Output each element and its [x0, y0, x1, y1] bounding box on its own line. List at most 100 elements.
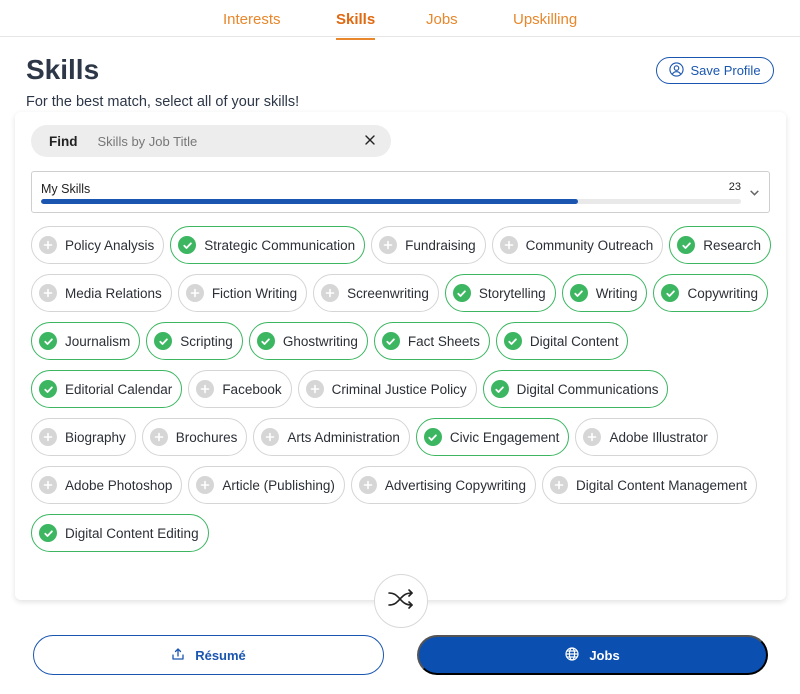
close-icon[interactable]: [363, 133, 377, 152]
my-skills-progress: [41, 199, 741, 204]
skill-chip[interactable]: Strategic Communication: [170, 226, 366, 264]
skill-chip-label: Brochures: [175, 429, 238, 445]
check-circle-icon: [39, 524, 57, 542]
skill-chip-label: Digital Content Editing: [65, 525, 199, 541]
jobs-label: Jobs: [589, 647, 620, 663]
skill-row: Digital Content Editing: [31, 514, 771, 552]
page-title: Skills: [26, 54, 100, 85]
check-circle-icon: [452, 284, 471, 302]
plus-circle-icon: [499, 236, 518, 254]
plus-circle-icon: [39, 284, 57, 302]
skill-chip[interactable]: Adobe Photoshop: [31, 466, 183, 504]
my-skills-count: 23: [728, 181, 741, 193]
plus-circle-icon: [305, 380, 324, 398]
skill-chip[interactable]: Adobe Illustrator: [575, 418, 718, 456]
skill-chip[interactable]: Advertising Copywriting: [350, 466, 536, 504]
skill-chip-label: Screenwriting: [347, 285, 429, 301]
skill-chip[interactable]: Digital Content Editing: [31, 514, 209, 552]
skill-chip-label: Fact Sheets: [407, 333, 480, 349]
skill-chip[interactable]: Digital Content: [495, 322, 629, 360]
plus-circle-icon: [321, 284, 340, 302]
skill-chip-label: Article (Publishing): [222, 477, 335, 493]
skill-chip[interactable]: Criminal Justice Policy: [297, 370, 477, 408]
upload-icon: [171, 647, 185, 664]
plus-circle-icon: [583, 428, 602, 446]
plus-circle-icon: [185, 284, 204, 302]
skill-chip-label: Arts Administration: [287, 429, 400, 445]
skill-row: Biography Brochures Arts Administration Civ…: [31, 418, 771, 456]
chevron-down-icon[interactable]: [748, 186, 761, 204]
globe-icon: [565, 646, 579, 664]
skill-chip[interactable]: Storytelling: [444, 274, 556, 312]
plus-circle-icon: [549, 476, 568, 494]
check-circle-icon: [677, 236, 696, 254]
skill-chip-label: Policy Analysis: [65, 237, 155, 253]
my-skills-label: My Skills: [41, 182, 91, 196]
plus-circle-icon: [196, 380, 215, 398]
skill-chip-label: Research: [703, 237, 761, 253]
skill-row: Media Relations Fiction Writing Screenwrit…: [31, 274, 771, 312]
jobs-button[interactable]: Jobs: [417, 635, 768, 675]
skill-chip-label: Facebook: [222, 381, 282, 397]
plus-circle-icon: [149, 428, 168, 446]
check-circle-icon: [423, 428, 442, 446]
skill-chip[interactable]: Scripting: [146, 322, 243, 360]
page-subtitle: For the best match, select all of your s…: [26, 94, 300, 110]
skill-chip[interactable]: Writing: [561, 274, 648, 312]
skill-chip[interactable]: Article (Publishing): [188, 466, 345, 504]
plus-circle-icon: [358, 476, 377, 494]
skill-chip-label: Fundraising: [405, 237, 476, 253]
skill-chip-label: Ghostwriting: [282, 333, 358, 349]
skill-chip[interactable]: Ghostwriting: [248, 322, 368, 360]
tab-skills[interactable]: Skills: [336, 11, 376, 40]
skill-chip-label: Civic Engagement: [449, 429, 560, 445]
skill-chip[interactable]: Fact Sheets: [373, 322, 490, 360]
check-circle-icon: [569, 284, 588, 302]
skill-chip-label: Storytelling: [478, 285, 546, 301]
plus-circle-icon: [39, 428, 57, 446]
skill-chip[interactable]: Screenwriting: [313, 274, 439, 312]
tab-upskilling[interactable]: Upskilling: [513, 11, 578, 28]
skill-chip[interactable]: Editorial Calendar: [31, 370, 183, 408]
skill-chip[interactable]: Digital Content Management: [541, 466, 758, 504]
skill-chip[interactable]: Copywriting: [653, 274, 768, 312]
plus-circle-icon: [379, 236, 398, 254]
skill-chip-label: Scripting: [180, 333, 233, 349]
skill-chip-label: Adobe Photoshop: [65, 477, 173, 493]
tab-jobs[interactable]: Jobs: [426, 11, 458, 28]
skill-chip[interactable]: Brochures: [141, 418, 248, 456]
skill-chip[interactable]: Journalism: [31, 322, 141, 360]
skill-chip[interactable]: Research: [669, 226, 771, 264]
skill-chip-label: Media Relations: [65, 285, 162, 301]
check-circle-icon: [39, 332, 57, 350]
my-skills-progress-fill: [41, 199, 578, 204]
skill-row: Policy Analysis Strategic Communication Fu…: [31, 226, 771, 264]
skill-chip[interactable]: Media Relations: [31, 274, 172, 312]
skill-chip[interactable]: Fiction Writing: [177, 274, 308, 312]
skill-chip-label: Fiction Writing: [211, 285, 298, 301]
tab-interests[interactable]: Interests: [223, 11, 281, 28]
skill-chip[interactable]: Facebook: [188, 370, 292, 408]
skill-chip[interactable]: Policy Analysis: [31, 226, 165, 264]
skill-chip-label: Digital Content Management: [575, 477, 748, 493]
skill-chip-label: Criminal Justice Policy: [331, 381, 467, 397]
skill-chip[interactable]: Fundraising: [371, 226, 486, 264]
skill-chip[interactable]: Biography: [31, 418, 136, 456]
shuffle-button[interactable]: [374, 574, 428, 628]
skill-chip[interactable]: Digital Communications: [482, 370, 669, 408]
skill-chip-label: Journalism: [65, 333, 131, 349]
resume-button[interactable]: Résumé: [33, 635, 384, 675]
my-skills-dropdown[interactable]: My Skills 23: [31, 171, 770, 213]
skill-chip-label: Editorial Calendar: [65, 381, 173, 397]
skill-chip[interactable]: Community Outreach: [491, 226, 664, 264]
save-profile-button[interactable]: Save Profile: [656, 57, 774, 84]
find-bar: Find: [31, 125, 391, 157]
check-circle-icon: [154, 332, 173, 350]
skill-chips: Policy Analysis Strategic Communication Fu…: [31, 226, 771, 562]
find-input[interactable]: [97, 133, 348, 149]
check-circle-icon: [490, 380, 509, 398]
skill-chip[interactable]: Civic Engagement: [415, 418, 570, 456]
skill-chip-label: Community Outreach: [525, 237, 654, 253]
skill-chip[interactable]: Arts Administration: [253, 418, 410, 456]
skill-chip-label: Strategic Communication: [204, 237, 356, 253]
